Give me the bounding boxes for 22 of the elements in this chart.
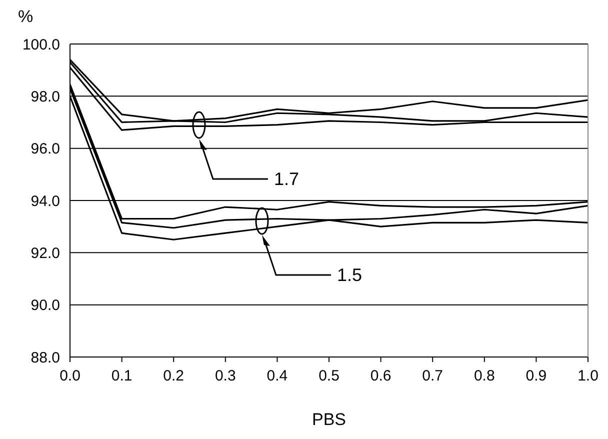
y-tick-label: 88.0 xyxy=(30,349,60,366)
x-tick-label: 0.0 xyxy=(60,368,80,385)
y-tick-label: 92.0 xyxy=(30,244,60,262)
x-tick-label: 1.0 xyxy=(578,368,598,385)
x-tick-label: 0.7 xyxy=(422,368,444,385)
y-tick-label: 90.0 xyxy=(30,297,60,314)
x-axis-title: PBS xyxy=(312,410,346,429)
y-axis-title: % xyxy=(18,7,34,26)
annotation: 1.5 xyxy=(337,265,362,285)
x-tick-label: 0.1 xyxy=(111,368,132,385)
x-tick-label: 0.8 xyxy=(474,368,495,385)
x-tick-label: 0.9 xyxy=(526,368,547,385)
y-tick-label: 98.0 xyxy=(30,88,60,106)
x-tick-label: 0.6 xyxy=(370,368,392,385)
x-tick-label: 0.4 xyxy=(266,368,288,385)
x-tick-label: 0.2 xyxy=(163,368,184,385)
y-tick-label: 96.0 xyxy=(30,140,60,158)
x-tick-label: 0.3 xyxy=(214,368,236,385)
y-tick-label: 100.0 xyxy=(22,36,60,54)
annotation: 1.7 xyxy=(274,169,300,189)
y-tick-label: 94.0 xyxy=(30,192,60,210)
x-tick-label: 0.5 xyxy=(318,368,340,385)
